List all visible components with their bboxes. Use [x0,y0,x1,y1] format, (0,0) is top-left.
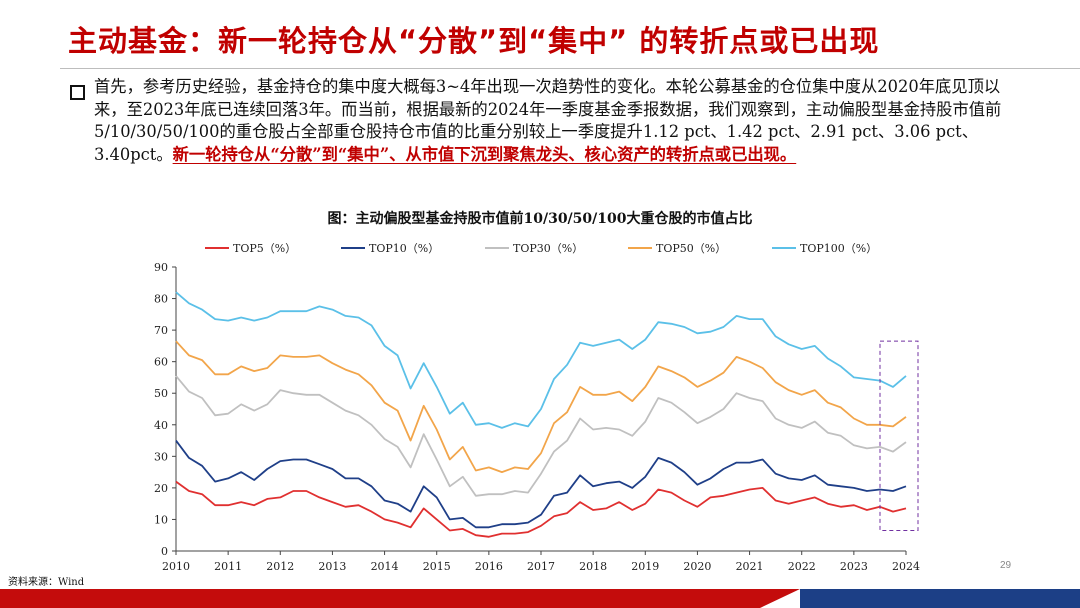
page-number: 29 [1000,560,1012,571]
y-tick-label: 20 [154,482,168,495]
chart-series [175,291,919,538]
x-tick-label: 2018 [579,560,607,573]
y-tick-label: 0 [161,545,168,558]
y-tick-label: 90 [154,261,168,274]
chart-axes: 0 10 20 30 40 50 60 70 80 90 2010 2011 2012 2013 2014 2… [154,261,920,573]
paragraph-text: 首先，参考历史经验，基金持仓的集中度大概每3~4年出现一次趋势性的变化。本轮公募… [94,77,1002,164]
x-tick-label: 2021 [736,560,764,573]
source-note: 资料来源：Wind [8,577,85,588]
x-tick-label: 2019 [631,560,659,573]
y-tick-label: 10 [154,513,168,526]
footer-blue-bar [800,589,1080,608]
series-line [175,291,907,429]
x-tick-label: 2024 [892,560,920,573]
line-chart: TOP5（%） TOP10（%） TOP30（%） TOP50（%） TOP100（%）… [154,242,920,573]
legend-label: TOP10（%） [369,242,439,255]
x-tick-label: 2013 [318,560,346,573]
series-line [175,375,907,497]
y-tick-label: 30 [154,450,168,463]
x-tick-label: 2020 [683,560,711,573]
paragraph-highlight: 新一轮持仓从“分散”到“集中”、从市值下沉到聚焦龙头、核心资产的转折点或已出现。 [172,144,797,164]
y-tick-label: 40 [154,419,168,432]
x-tick-label: 2014 [371,560,399,573]
x-tick-label: 2023 [840,560,868,573]
x-tick-label: 2016 [475,560,503,573]
legend-label: TOP5（%） [233,242,296,255]
chart-legend: TOP5（%） TOP10（%） TOP30（%） TOP50（%） TOP100（%） [205,242,877,255]
title-divider [60,68,1080,69]
x-tick-label: 2017 [527,560,555,573]
series-line [175,340,907,474]
footer-red-bar [0,589,800,608]
y-tick-label: 60 [154,356,168,369]
x-tick-label: 2015 [423,560,451,573]
series-line [175,440,907,529]
series-line [175,480,907,538]
footer-divider [760,589,800,608]
legend-label: TOP50（%） [656,242,726,255]
y-tick-label: 70 [154,324,168,337]
body-paragraph: 首先，参考历史经验，基金持仓的集中度大概每3~4年出现一次趋势性的变化。本轮公募… [94,76,1024,166]
y-tick-label: 80 [154,293,168,306]
x-tick-label: 2010 [162,560,190,573]
highlight-box [879,340,919,531]
x-tick-label: 2012 [266,560,294,573]
legend-label: TOP100（%） [800,242,877,255]
page-title: 主动基金：新一轮持仓从“分散”到“集中” 的转折点或已出现 [68,24,880,58]
bullet-square-icon [70,85,85,100]
x-tick-label: 2022 [788,560,816,573]
x-tick-label: 2011 [214,560,242,573]
y-tick-label: 50 [154,387,168,400]
legend-label: TOP30（%） [513,242,583,255]
chart-title: 图：主动偏股型基金持股市值前10/30/50/100大重仓股的市值占比 [327,211,753,227]
